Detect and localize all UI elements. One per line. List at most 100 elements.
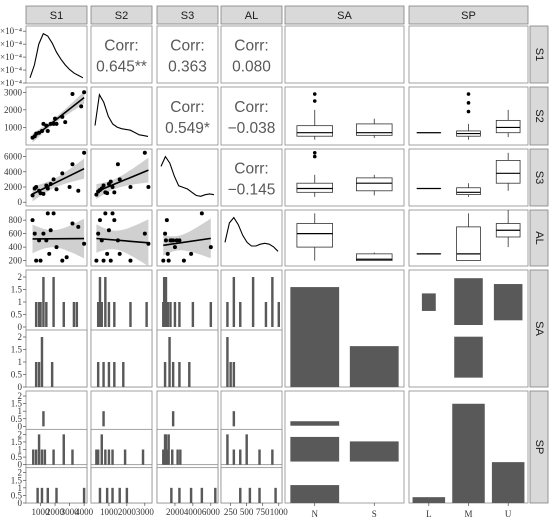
boxplot-SP-M-AL (456, 213, 481, 262)
y-tick-label: 2 (18, 429, 23, 439)
hist-SP-M-AL (245, 434, 248, 465)
y-tick-label: 1 (18, 297, 23, 307)
y-tick-label: 1×10⁻⁴ (0, 65, 22, 75)
x-tick-label: 6000 (202, 507, 221, 517)
corr-value: −0.038 (228, 120, 276, 137)
hist-SA-N-S2 (104, 277, 107, 327)
hist-SP-U-S3 (170, 487, 173, 503)
scatter-point (48, 181, 53, 186)
x-tick-label: N (312, 509, 319, 519)
scatter-point (45, 186, 50, 191)
panel-AL-AL (220, 209, 283, 267)
x-tick-label: M (464, 509, 472, 519)
y-tick-label: 400 (9, 242, 23, 252)
hist-SA-N-S1 (62, 302, 65, 327)
y-tick-label: 4×10⁻⁴ (0, 26, 22, 36)
hist-SP-U-S3 (200, 487, 204, 503)
y-tick-label: 0 (18, 498, 23, 508)
scatter-point (51, 177, 56, 182)
hist-SP-M-S3 (167, 434, 170, 465)
bar-SP-L (412, 497, 446, 503)
scatter-point (64, 255, 69, 260)
scatter-point (101, 183, 106, 188)
strip-right-label: S1 (533, 48, 545, 61)
scatter-point (82, 90, 87, 95)
panel-S2-S3 (156, 86, 219, 146)
panel-S1-SP (408, 25, 529, 84)
scatter-point (67, 185, 72, 189)
scatter-point (163, 231, 168, 236)
hist-SA-N-AL (251, 277, 255, 327)
hist-SP-U-S2 (105, 487, 109, 503)
hist-SA-N-S3 (173, 302, 177, 327)
panel-S1-S2 (90, 25, 153, 84)
scatter-point (54, 187, 59, 192)
strip-right-label: SP (533, 440, 545, 455)
hist-SP-M-S1 (32, 449, 35, 465)
x-tick-label: 4000 (75, 507, 94, 517)
boxplot-SP-U-S2 (495, 109, 521, 138)
x-tick-label: 3000 (136, 507, 155, 517)
hist-SA-N-S2 (96, 302, 100, 327)
corr-label: Corr: (104, 38, 138, 55)
strip-top-label: SA (337, 10, 352, 22)
x-tick-label: 2000 (118, 507, 137, 517)
scatter-point (177, 238, 182, 243)
scatter-point (142, 150, 147, 155)
hist-SA-N-S3 (178, 302, 181, 327)
hist-SA-N-S1 (42, 277, 45, 327)
hist-SP-M-AL (258, 449, 261, 465)
hist-SP-M-S1 (43, 449, 47, 465)
corr-label: Corr: (170, 99, 204, 116)
hist-SP-M-S3 (179, 449, 182, 465)
scatter-point (171, 238, 176, 243)
scatter-point (51, 211, 56, 216)
scatter-point (115, 238, 120, 243)
scatter-point (101, 258, 106, 263)
scatter-point (166, 258, 171, 263)
scatter-point (172, 245, 177, 250)
y-tick-label: 2 (18, 272, 23, 282)
hist-SA-N-S1 (45, 302, 48, 327)
strip-right-S3 (529, 148, 549, 207)
scatter-point (44, 238, 49, 243)
hist-SP-U-AL (248, 487, 252, 503)
corr-label: Corr: (234, 161, 268, 178)
y-tick-label: 0 (18, 460, 23, 470)
scatter-point (117, 177, 122, 182)
confidence-band (96, 157, 149, 200)
y-tick-label: 2 (18, 391, 23, 401)
strip-right-label: SA (533, 321, 545, 336)
y-tick-label: 1.5 (11, 345, 23, 355)
y-tick-label: 6000 (4, 152, 23, 162)
scatter-point (37, 130, 42, 135)
scatter-point (99, 238, 104, 243)
y-tick-label: 1 (18, 406, 23, 416)
hist-SP-U-S2 (125, 487, 129, 503)
panel-S1-S1 (25, 25, 88, 84)
bar-SP-SA (290, 436, 340, 462)
scatter-point (164, 218, 169, 223)
scatter-point (60, 114, 65, 119)
hist-SA-N-S2 (113, 302, 116, 327)
bar-SA-SP-M (454, 336, 483, 378)
hist-SP-L-S1 (42, 411, 45, 427)
hist-SA-S-AL (226, 337, 229, 387)
y-tick-label: 1000 (4, 122, 23, 132)
scatter-point (110, 211, 115, 216)
x-tick-label: U (505, 509, 512, 519)
x-tick-label: 1000 (100, 507, 119, 517)
y-tick-label: 600 (9, 229, 23, 239)
y-tick-label: 0.5 (11, 452, 23, 462)
hist-SA-S-S2 (107, 362, 111, 387)
scatter-point (37, 238, 42, 243)
scatter-point (199, 211, 204, 216)
hist-SP-U-S3 (189, 487, 193, 503)
boxplot-SP-M-S2 (456, 92, 481, 140)
y-tick-label: 3×10⁻⁴ (0, 39, 22, 49)
hist-SA-S-S2 (102, 362, 105, 387)
y-tick-label: 0.5 (11, 414, 23, 424)
x-tick-label: S (372, 509, 377, 519)
hist-SP-U-S1 (55, 487, 58, 503)
hist-SP-U-AL (274, 487, 277, 503)
